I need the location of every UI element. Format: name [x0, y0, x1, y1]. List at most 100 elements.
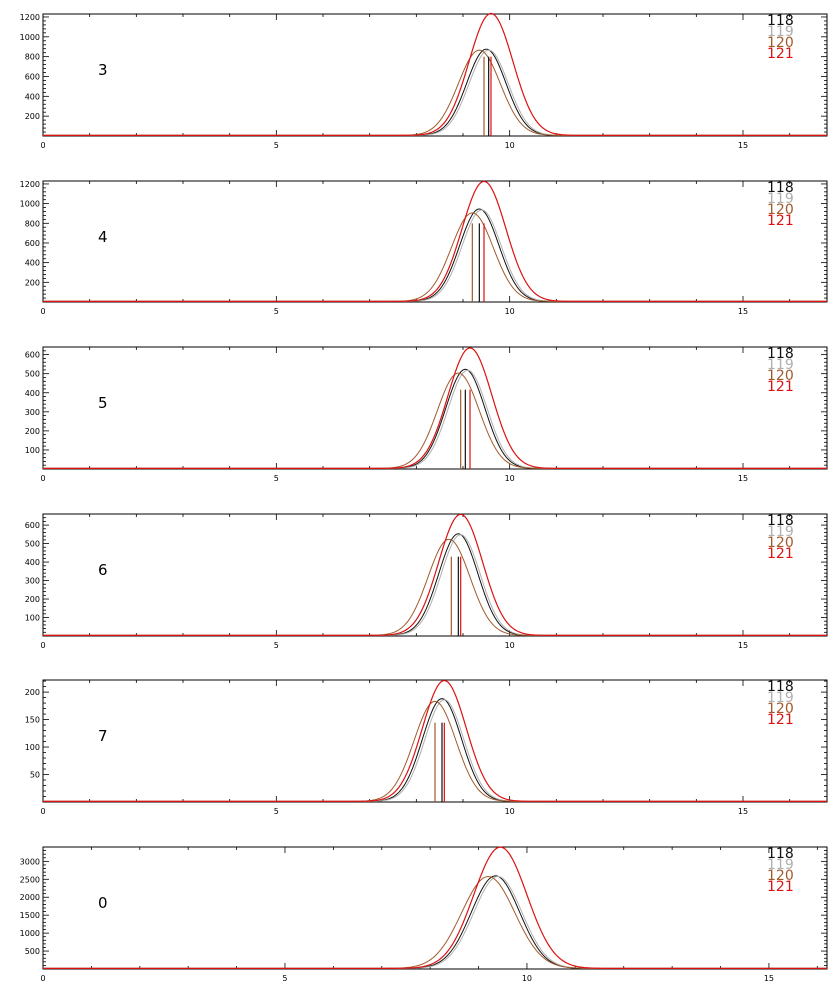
panel-label: 4 [98, 228, 108, 246]
x-tick-label: 10 [505, 141, 515, 150]
y-tick-label: 600 [25, 239, 40, 248]
y-tick-label: 1000 [20, 200, 40, 209]
y-tick-label: 1500 [20, 911, 40, 920]
legend-label-121: 121 [767, 213, 794, 229]
chart-panel-0: 0 5 10 15 500 1000 1500 2000 2500 3000 0 1181191201… [20, 846, 828, 983]
series-line-121 [43, 679, 827, 802]
panel-label: 0 [98, 894, 108, 912]
y-tick-label: 600 [25, 521, 40, 530]
legend-label-118: 118 [767, 513, 794, 529]
series-line-118 [43, 875, 827, 969]
y-tick-label: 500 [25, 370, 40, 379]
legend-label-118: 118 [767, 180, 794, 196]
series-line-119 [43, 369, 827, 469]
legend-label-118: 118 [767, 346, 794, 362]
y-tick-label: 800 [25, 219, 40, 228]
y-tick-label: 200 [25, 595, 40, 604]
y-tick-label: 1000 [20, 33, 40, 42]
plot-frame [42, 13, 828, 137]
y-tick-label: 2000 [20, 893, 40, 902]
y-tick-label: 150 [25, 716, 40, 725]
y-tick-label: 500 [25, 947, 40, 956]
y-tick-label: 300 [25, 577, 40, 586]
plot-frame [42, 846, 828, 970]
legend-label-120: 120 [767, 202, 794, 218]
series-line-119 [43, 49, 827, 136]
x-tick-label: 0 [40, 641, 45, 650]
y-tick-label: 200 [25, 112, 40, 121]
legend-label-121: 121 [767, 379, 794, 395]
x-tick-label: 0 [40, 474, 45, 483]
series-line-121 [43, 513, 827, 636]
y-tick-label: 600 [25, 72, 40, 81]
x-tick-label: 5 [274, 141, 279, 150]
x-tick-label: 10 [505, 641, 515, 650]
series-line-121 [43, 180, 827, 302]
x-tick-label: 0 [40, 307, 45, 316]
series-line-119 [43, 209, 827, 302]
legend-label-121: 121 [767, 879, 794, 895]
x-tick-label: 15 [738, 474, 748, 483]
panel-label: 7 [98, 727, 108, 745]
series-line-118 [43, 48, 827, 136]
y-tick-label: 400 [25, 92, 40, 101]
x-tick-label: 0 [40, 141, 45, 150]
series-line-118 [43, 208, 827, 302]
y-tick-label: 500 [25, 540, 40, 549]
y-tick-label: 800 [25, 53, 40, 62]
series-line-120 [43, 876, 827, 969]
legend-label-120: 120 [767, 368, 794, 384]
series-line-120 [43, 49, 827, 136]
x-tick-label: 15 [738, 641, 748, 650]
series-line-121 [43, 347, 827, 469]
x-tick-label: 15 [764, 974, 774, 983]
y-tick-label: 200 [25, 427, 40, 436]
y-tick-label: 1200 [20, 180, 40, 189]
series-line-120 [43, 212, 827, 302]
series-line-121 [43, 12, 827, 136]
y-tick-label: 100 [25, 743, 40, 752]
legend-label-118: 118 [767, 13, 794, 29]
legend-label-121: 121 [767, 546, 794, 562]
y-tick-label: 600 [25, 351, 40, 360]
legend-label-120: 120 [767, 35, 794, 51]
y-tick-label: 2500 [20, 875, 40, 884]
legend-label-120: 120 [767, 868, 794, 884]
legend-label-121: 121 [767, 712, 794, 728]
y-tick-label: 100 [25, 614, 40, 623]
x-tick-label: 5 [274, 807, 279, 816]
y-tick-label: 400 [25, 558, 40, 567]
panel-label: 6 [98, 561, 108, 579]
legend-label-121: 121 [767, 46, 794, 62]
x-tick-label: 5 [274, 474, 279, 483]
series-line-118 [43, 368, 827, 469]
plot-frame [42, 180, 828, 303]
x-tick-label: 5 [282, 974, 287, 983]
x-tick-label: 15 [738, 807, 748, 816]
y-tick-label: 50 [30, 771, 40, 780]
legend-label-119: 119 [767, 24, 794, 40]
x-tick-label: 0 [40, 807, 45, 816]
x-tick-label: 5 [274, 641, 279, 650]
y-tick-label: 300 [25, 408, 40, 417]
plot-frame [42, 513, 828, 637]
series-line-121 [43, 846, 827, 969]
y-tick-label: 400 [25, 389, 40, 398]
legend-label-119: 119 [767, 524, 794, 540]
x-tick-label: 5 [274, 307, 279, 316]
x-tick-label: 10 [505, 474, 515, 483]
y-tick-label: 400 [25, 259, 40, 268]
panel-label: 5 [98, 394, 108, 412]
legend-label-119: 119 [767, 191, 794, 207]
legend-label-120: 120 [767, 701, 794, 717]
plot-frame [42, 346, 828, 470]
series-line-119 [43, 876, 827, 969]
y-tick-label: 3000 [20, 857, 40, 866]
legend-label-120: 120 [767, 535, 794, 551]
series-line-120 [43, 372, 827, 469]
